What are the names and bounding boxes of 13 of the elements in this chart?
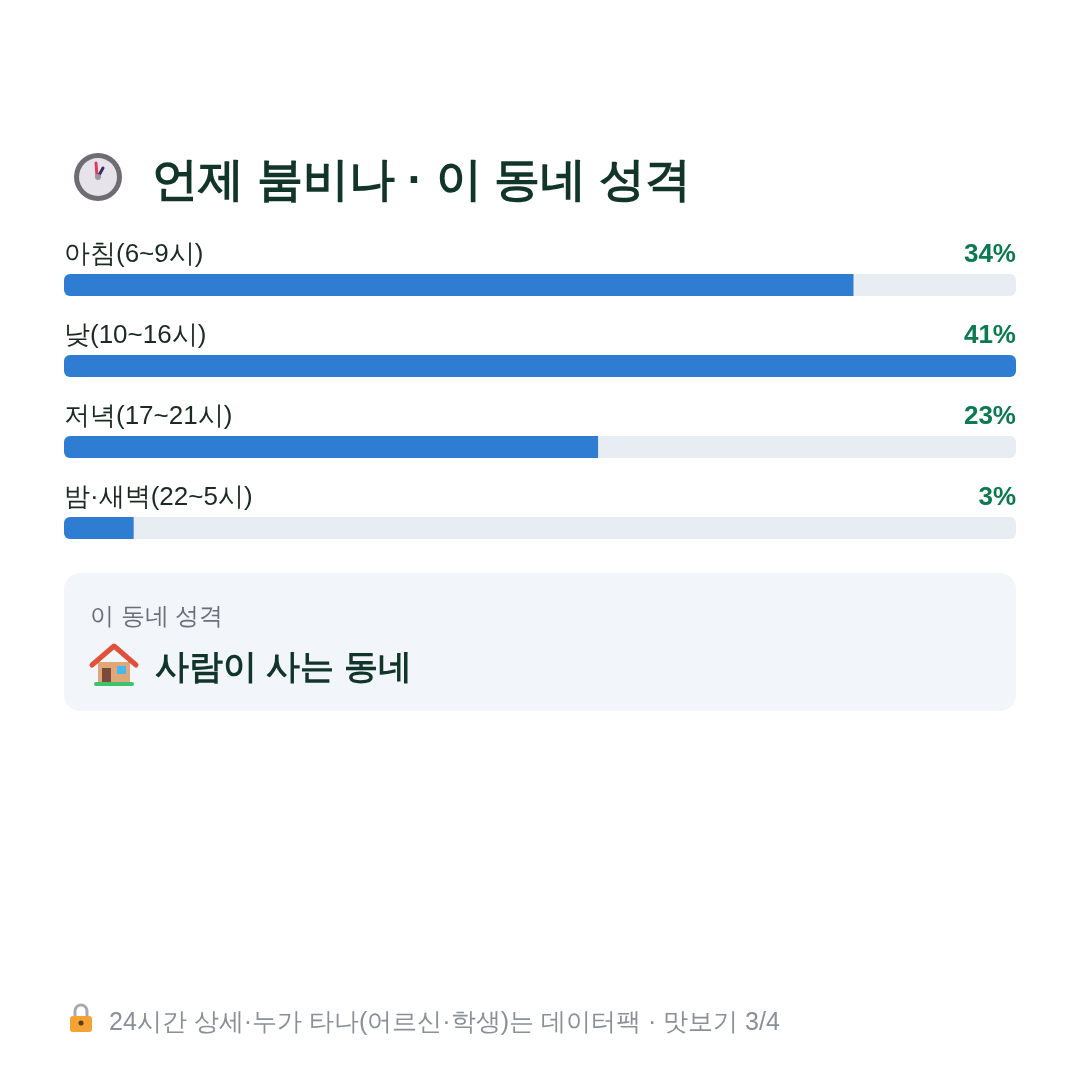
- data-label: 41%: [963, 319, 1016, 349]
- text: 이 동네 성격: [90, 602, 224, 629]
- text: 24시간 상세·누가 타나(어르신·학생)는 데이터팩 · 맛보기 3/4: [109, 1007, 780, 1035]
- y-tick-label: 저녁(17~21시): [64, 400, 233, 430]
- y-tick-label: 아침(6~9시): [64, 238, 204, 268]
- data-label: 34%: [963, 238, 1016, 268]
- y-tick-label: 밤·새벽(22~5시): [64, 481, 253, 511]
- data-label: 3%: [978, 481, 1016, 511]
- data-label: 23%: [963, 400, 1016, 430]
- text: 사람이 사는 동네: [155, 647, 412, 685]
- y-tick-label: 낮(10~16시): [64, 319, 207, 349]
- chart-title: 언제 붐비나 · 이 동네 성격: [152, 153, 692, 205]
- bar: [64, 517, 134, 539]
